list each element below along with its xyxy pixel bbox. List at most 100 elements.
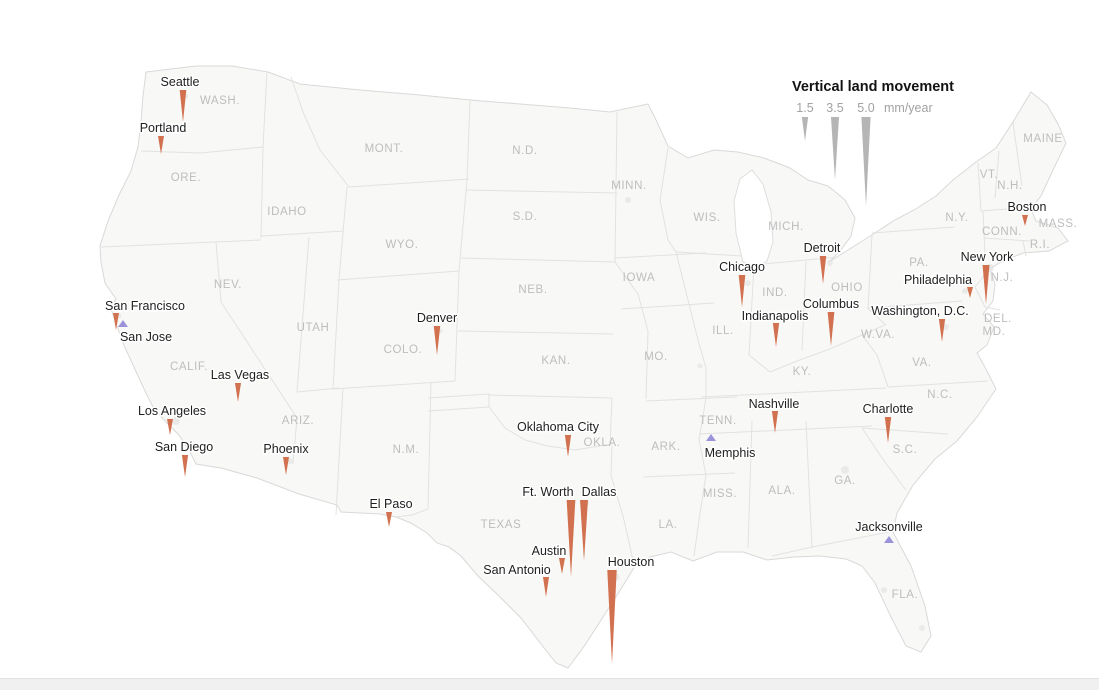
state-label-ga: GA.	[834, 475, 856, 487]
city-label-denver: Denver	[417, 311, 457, 325]
subsidence-spike-austin	[559, 558, 565, 574]
legend-tick-5-0: 5.0	[857, 101, 874, 115]
subsidence-spike-portland	[157, 136, 165, 154]
state-label-conn: CONN.	[982, 226, 1022, 238]
state-label-fla: FLA.	[892, 589, 919, 601]
subsidence-spike-denver	[433, 326, 441, 355]
legend-title: Vertical land movement	[792, 79, 954, 95]
city-label-el-paso: El Paso	[369, 497, 412, 511]
city-label-seattle: Seattle	[161, 75, 200, 89]
state-label-ind: IND.	[762, 287, 787, 299]
subsidence-spike-washington-d-c	[938, 319, 946, 342]
lake-michigan	[733, 169, 774, 269]
subsidence-spike-columbus	[827, 312, 835, 346]
city-label-san-antonio: San Antonio	[483, 563, 550, 577]
state-label-r-i: R.I.	[1030, 239, 1050, 251]
subsidence-spike-los-angeles	[167, 419, 173, 435]
subsidence-spike-dallas	[580, 500, 588, 561]
city-label-indianapolis: Indianapolis	[742, 309, 809, 323]
state-label-ore: ORE.	[171, 172, 202, 184]
city-markers-layer	[113, 90, 1028, 664]
state-label-ky: KY.	[793, 366, 812, 378]
bottom-strip	[0, 678, 1099, 690]
state-label-colo: COLO.	[384, 344, 423, 356]
state-label-tenn: TENN.	[699, 415, 737, 427]
city-label-san-francisco: San Francisco	[105, 299, 185, 313]
subsidence-spike-oklahoma-city	[564, 435, 572, 457]
subsidence-spike-san-francisco	[113, 313, 119, 330]
subsidence-spike-ft-worth	[566, 500, 576, 577]
city-label-dallas: Dallas	[582, 485, 617, 499]
legend-tick-3-5: 3.5	[826, 101, 843, 115]
city-label-washington-d-c: Washington, D.C.	[871, 304, 969, 318]
city-label-philadelphia: Philadelphia	[904, 273, 972, 287]
state-label-wis: WIS.	[693, 212, 720, 224]
state-label-minn: MINN.	[611, 180, 647, 192]
legend-spike-1-5	[801, 117, 809, 141]
state-label-n-y: N.Y.	[945, 212, 968, 224]
subsidence-spike-san-antonio	[542, 577, 550, 597]
state-label-pa: PA.	[909, 257, 928, 269]
city-label-chicago: Chicago	[719, 260, 765, 274]
legend-tick-1-5: 1.5	[796, 101, 813, 115]
state-label-neb: NEB.	[518, 284, 547, 296]
state-label-s-d: S.D.	[513, 211, 538, 223]
city-label-columbus: Columbus	[803, 297, 859, 311]
uplift-marker-memphis	[706, 434, 716, 441]
legend-unit: mm/year	[884, 101, 933, 115]
state-label-nev: NEV.	[214, 279, 242, 291]
state-label-ohio: OHIO	[831, 282, 863, 294]
subsidence-spike-indianapolis	[772, 323, 780, 347]
state-label-mass: MASS.	[1039, 218, 1078, 230]
city-label-las-vegas: Las Vegas	[211, 368, 269, 382]
subsidence-spike-phoenix	[282, 457, 290, 475]
subsidence-spike-houston	[607, 570, 617, 664]
subsidence-spike-las-vegas	[234, 383, 242, 402]
state-label-ark: ARK.	[651, 441, 680, 453]
city-label-ft-worth: Ft. Worth	[522, 485, 573, 499]
state-label-ala: ALA.	[768, 485, 795, 497]
subsidence-spike-el-paso	[386, 512, 392, 527]
legend-spike-5-0	[861, 117, 871, 206]
state-label-miss: MISS.	[703, 488, 737, 500]
state-label-ill: ILL.	[712, 325, 734, 337]
legend-spike-3-5	[830, 117, 840, 180]
subsidence-spike-seattle	[179, 90, 187, 122]
state-label-calif: CALIF.	[170, 361, 208, 373]
city-label-jacksonville: Jacksonville	[855, 520, 922, 534]
state-label-s-c: S.C.	[893, 444, 918, 456]
us-outline	[99, 65, 1069, 669]
city-label-boston: Boston	[1008, 200, 1047, 214]
uplift-marker-san-jose	[118, 320, 128, 327]
state-label-iowa: IOWA	[623, 272, 656, 284]
state-label-n-h: N.H.	[997, 180, 1022, 192]
city-label-charlotte: Charlotte	[863, 402, 914, 416]
state-label-w-va: W.VA.	[861, 329, 895, 341]
state-label-vt: VT.	[980, 169, 998, 181]
city-label-san-diego: San Diego	[155, 440, 213, 454]
subsidence-spike-new-york	[982, 265, 990, 304]
state-label-mont: MONT.	[365, 143, 404, 155]
city-label-new-york: New York	[961, 250, 1015, 264]
city-label-oklahoma-city: Oklahoma City	[517, 420, 600, 434]
state-label-wyo: WYO.	[385, 239, 418, 251]
state-label-va: VA.	[912, 357, 931, 369]
state-label-n-j: N.J.	[991, 272, 1014, 284]
state-labels-layer: WASH. ORE. CALIF. NEV. IDAHO MONT. WYO. UTAH ARI…	[170, 95, 1077, 601]
city-label-detroit: Detroit	[804, 241, 841, 255]
state-label-md: MD.	[983, 326, 1006, 338]
state-label-n-m: N.M.	[393, 444, 420, 456]
state-label-utah: UTAH	[297, 322, 330, 334]
city-labels-layer: Seattle Portland San Francisco San Jose Las …	[104, 74, 1048, 579]
city-label-san-jose: San Jose	[120, 330, 172, 344]
legend: Vertical land movement 1.5 3.5 5.0 mm/year	[792, 79, 954, 206]
state-label-kan: KAN.	[541, 355, 570, 367]
state-label-n-d: N.D.	[512, 145, 537, 157]
city-label-houston: Houston	[608, 555, 655, 569]
subsidence-spike-charlotte	[884, 417, 892, 443]
city-label-nashville: Nashville	[749, 397, 800, 411]
city-label-phoenix: Phoenix	[263, 442, 309, 456]
state-label-okla: OKLA.	[584, 437, 621, 449]
